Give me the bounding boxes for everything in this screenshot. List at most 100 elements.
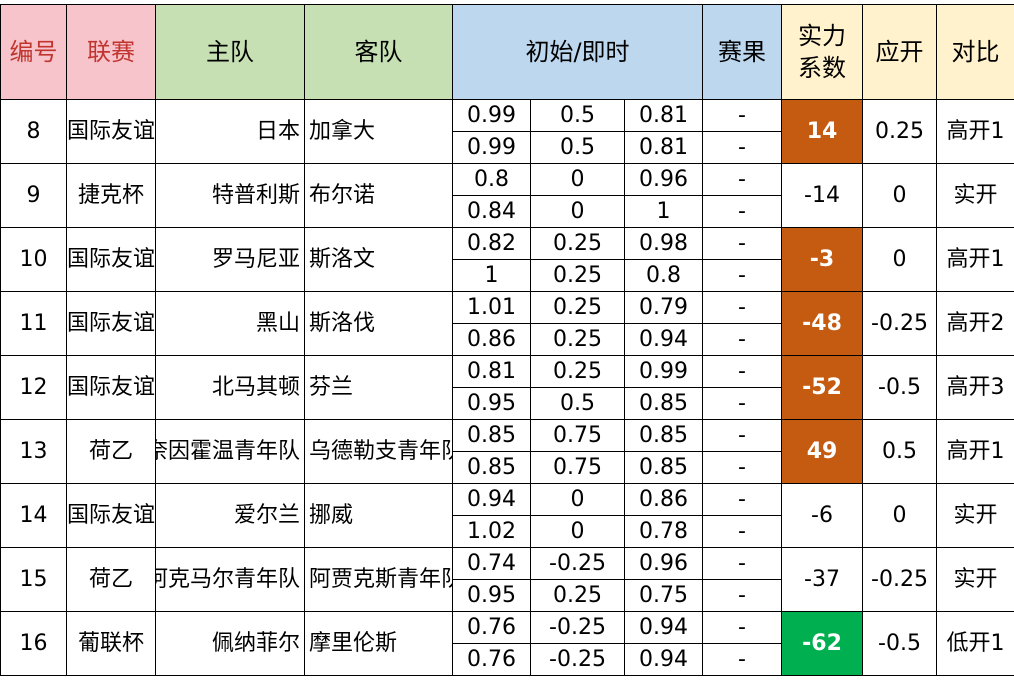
compare-cell[interactable]: 高开1: [937, 100, 1014, 164]
handicap-cell[interactable]: 0: [863, 228, 937, 292]
handicap-cell[interactable]: -0.5: [863, 356, 937, 420]
odds-live-cell[interactable]: 0.94: [625, 324, 703, 356]
result-cell[interactable]: -: [703, 452, 782, 484]
match-id-cell[interactable]: 11: [1, 292, 67, 356]
odds-initial-cell[interactable]: 0.99: [453, 100, 531, 132]
result-cell[interactable]: -: [703, 484, 782, 516]
odds-live-cell[interactable]: 0.75: [531, 452, 625, 484]
result-cell[interactable]: -: [703, 612, 782, 644]
match-id-cell[interactable]: 13: [1, 420, 67, 484]
result-cell[interactable]: -: [703, 260, 782, 292]
league-cell[interactable]: 荷乙: [67, 420, 156, 484]
match-id-cell[interactable]: 12: [1, 356, 67, 420]
odds-live-cell[interactable]: 0.5: [531, 132, 625, 164]
odds-initial-cell[interactable]: 0.86: [625, 484, 703, 516]
handicap-cell[interactable]: 0.5: [863, 420, 937, 484]
home-team-cell[interactable]: 日本: [156, 100, 305, 164]
odds-initial-cell[interactable]: 0.96: [625, 548, 703, 580]
away-team-cell[interactable]: 阿贾克斯青年队: [305, 548, 453, 612]
odds-initial-cell[interactable]: 0.76: [453, 612, 531, 644]
odds-live-cell[interactable]: -0.25: [531, 644, 625, 676]
compare-cell[interactable]: 高开3: [937, 356, 1014, 420]
away-team-cell[interactable]: 芬兰: [305, 356, 453, 420]
strength-cell[interactable]: 14: [782, 100, 863, 164]
away-team-cell[interactable]: 加拿大: [305, 100, 453, 164]
home-team-cell[interactable]: 罗马尼亚: [156, 228, 305, 292]
odds-live-cell[interactable]: 0.86: [453, 324, 531, 356]
compare-cell[interactable]: 实开: [937, 484, 1014, 548]
odds-initial-cell[interactable]: 0.81: [453, 356, 531, 388]
odds-initial-cell[interactable]: 0.79: [625, 292, 703, 324]
header-handicap[interactable]: 应开: [863, 5, 937, 100]
home-team-cell[interactable]: 黑山: [156, 292, 305, 356]
odds-live-cell[interactable]: 0.78: [625, 516, 703, 548]
odds-initial-cell[interactable]: 0.99: [625, 356, 703, 388]
result-cell[interactable]: -: [703, 132, 782, 164]
odds-initial-cell[interactable]: 0.25: [531, 292, 625, 324]
odds-initial-cell[interactable]: 0.85: [453, 420, 531, 452]
result-cell[interactable]: -: [703, 100, 782, 132]
odds-initial-cell[interactable]: 0.8: [453, 164, 531, 196]
odds-initial-cell[interactable]: 0.98: [625, 228, 703, 260]
odds-initial-cell[interactable]: 0.94: [453, 484, 531, 516]
home-team-cell[interactable]: 佩纳菲尔: [156, 612, 305, 676]
strength-cell[interactable]: -37: [782, 548, 863, 612]
match-id-cell[interactable]: 9: [1, 164, 67, 228]
odds-live-cell[interactable]: 1.02: [453, 516, 531, 548]
compare-cell[interactable]: 高开2: [937, 292, 1014, 356]
odds-initial-cell[interactable]: 0.85: [625, 420, 703, 452]
handicap-cell[interactable]: 0: [863, 164, 937, 228]
league-cell[interactable]: 国际友谊: [67, 484, 156, 548]
handicap-cell[interactable]: -0.25: [863, 548, 937, 612]
home-team-cell[interactable]: 爱尔兰: [156, 484, 305, 548]
odds-initial-cell[interactable]: 0.25: [531, 228, 625, 260]
compare-cell[interactable]: 高开1: [937, 420, 1014, 484]
odds-initial-cell[interactable]: 0.81: [625, 100, 703, 132]
odds-initial-cell[interactable]: 0.75: [531, 420, 625, 452]
odds-live-cell[interactable]: 0.84: [453, 196, 531, 228]
header-away[interactable]: 客队: [305, 5, 453, 100]
home-team-cell[interactable]: 阿克马尔青年队: [156, 548, 305, 612]
odds-live-cell[interactable]: 0.85: [625, 388, 703, 420]
odds-live-cell[interactable]: 0.5: [531, 388, 625, 420]
league-cell[interactable]: 葡联杯: [67, 612, 156, 676]
result-cell[interactable]: -: [703, 356, 782, 388]
handicap-cell[interactable]: 0.25: [863, 100, 937, 164]
odds-initial-cell[interactable]: -0.25: [531, 548, 625, 580]
strength-cell[interactable]: -52: [782, 356, 863, 420]
home-team-cell[interactable]: 特普利斯: [156, 164, 305, 228]
odds-initial-cell[interactable]: 0: [531, 164, 625, 196]
match-id-cell[interactable]: 8: [1, 100, 67, 164]
odds-live-cell[interactable]: 0.99: [453, 132, 531, 164]
compare-cell[interactable]: 高开1: [937, 228, 1014, 292]
strength-cell[interactable]: -62: [782, 612, 863, 676]
strength-cell[interactable]: 49: [782, 420, 863, 484]
odds-live-cell[interactable]: 0.76: [453, 644, 531, 676]
odds-live-cell[interactable]: 0: [531, 196, 625, 228]
match-id-cell[interactable]: 16: [1, 612, 67, 676]
odds-initial-cell[interactable]: 0.94: [625, 612, 703, 644]
odds-live-cell[interactable]: 0.95: [453, 388, 531, 420]
away-team-cell[interactable]: 布尔诺: [305, 164, 453, 228]
strength-cell[interactable]: -48: [782, 292, 863, 356]
result-cell[interactable]: -: [703, 228, 782, 260]
odds-live-cell[interactable]: 0.94: [625, 644, 703, 676]
header-result[interactable]: 赛果: [703, 5, 782, 100]
league-cell[interactable]: 国际友谊: [67, 100, 156, 164]
header-strength[interactable]: 实力 系数: [782, 5, 863, 100]
odds-live-cell[interactable]: 0.25: [531, 580, 625, 612]
league-cell[interactable]: 国际友谊: [67, 228, 156, 292]
header-odds[interactable]: 初始/即时: [453, 5, 703, 100]
strength-cell[interactable]: -14: [782, 164, 863, 228]
header-id[interactable]: 编号: [1, 5, 67, 100]
strength-cell[interactable]: -6: [782, 484, 863, 548]
odds-initial-cell[interactable]: 1.01: [453, 292, 531, 324]
odds-live-cell[interactable]: 0.95: [453, 580, 531, 612]
result-cell[interactable]: -: [703, 292, 782, 324]
odds-initial-cell[interactable]: 0.25: [531, 356, 625, 388]
home-team-cell[interactable]: 北马其顿: [156, 356, 305, 420]
compare-cell[interactable]: 实开: [937, 548, 1014, 612]
league-cell[interactable]: 荷乙: [67, 548, 156, 612]
home-team-cell[interactable]: 奈因霍温青年队: [156, 420, 305, 484]
result-cell[interactable]: -: [703, 548, 782, 580]
